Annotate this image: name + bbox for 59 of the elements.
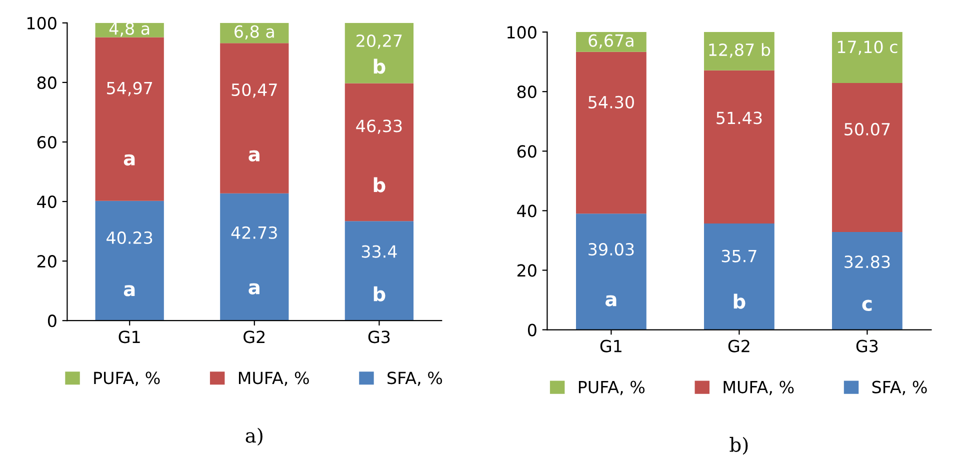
y-tick-label: 40 (517, 204, 536, 218)
y-tick-label: 40 (37, 195, 56, 208)
y-tick-label: 100 (27, 16, 56, 30)
y-tick-label: 0 (528, 324, 536, 336)
text: b) (730, 436, 748, 455)
text: 32.83 c (844, 256, 890, 311)
legend-label: SFA, % (388, 372, 442, 386)
data-label: 54.30 (588, 96, 634, 108)
data-label: 20,27 b (356, 34, 402, 74)
text: 35.7 b (722, 250, 756, 309)
y-tick-label: 80 (37, 76, 56, 90)
bar (832, 32, 902, 83)
x-tick-label: G2 (728, 340, 750, 352)
bar (832, 82, 902, 232)
bar (220, 43, 289, 194)
text: 50,47 a (232, 83, 277, 162)
bar (95, 200, 164, 321)
bar (832, 232, 902, 330)
legend-label: SFA, % (872, 380, 927, 396)
legend-label: PUFA, % (94, 372, 160, 386)
x-tick-label: G2 (244, 330, 264, 344)
bar (704, 32, 774, 70)
text: 33.4 b (362, 245, 397, 302)
bar (344, 221, 414, 321)
text: a) (246, 428, 262, 446)
x-tick-label: G3 (856, 340, 878, 352)
bar (704, 223, 774, 330)
bar (344, 83, 414, 222)
legend-label: MUFA, % (724, 380, 794, 396)
y-tick-label: 20 (517, 264, 536, 277)
y-tick-label: 20 (37, 255, 56, 268)
y-tick-label: 60 (517, 145, 536, 158)
x-tick-label: G1 (118, 330, 140, 344)
text: 54,97 a (107, 82, 152, 166)
data-label: 6,8 a (234, 25, 274, 40)
y-tick-label: 80 (517, 86, 536, 98)
bar (576, 214, 646, 330)
x-tick-label: G3 (368, 330, 390, 344)
text: 46,33 b (356, 120, 402, 192)
y-tick-label: 0 (48, 314, 56, 328)
text: 39.03 a (588, 242, 634, 306)
data-label: 50.07 (844, 122, 890, 136)
bar (704, 70, 774, 224)
data-label: 17,10 c (838, 40, 898, 55)
legend-label: PUFA, % (578, 380, 645, 396)
text: 40.23 a (106, 231, 152, 296)
y-tick-label: 100 (507, 26, 536, 39)
data-label: 6,67a (588, 34, 634, 49)
bar (220, 193, 289, 321)
data-label: 51.43 (716, 112, 762, 124)
text: 42.73 a (231, 226, 277, 294)
bar (95, 37, 164, 201)
y-tick-label: 60 (37, 136, 56, 149)
data-label: 12,87 b (709, 43, 770, 58)
bar (344, 22, 414, 84)
bar (576, 52, 646, 214)
x-tick-label: G1 (600, 340, 622, 352)
data-label: 4,8 a (109, 22, 150, 37)
legend-label: MUFA, % (238, 372, 309, 386)
